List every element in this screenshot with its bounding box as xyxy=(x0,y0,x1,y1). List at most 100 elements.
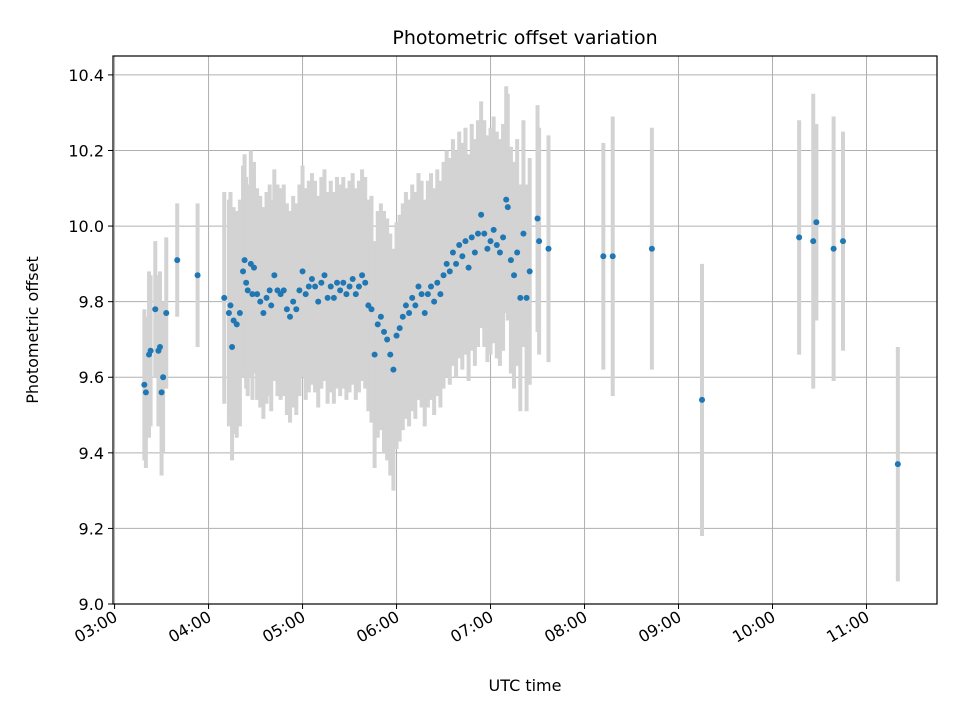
data-point xyxy=(468,234,475,241)
data-point xyxy=(266,287,273,294)
data-point xyxy=(355,283,362,290)
data-point xyxy=(308,275,315,282)
y-axis-title: Photometric offset xyxy=(23,256,42,404)
data-point xyxy=(399,313,406,320)
data-point xyxy=(475,230,482,237)
data-point xyxy=(321,272,328,279)
data-point xyxy=(431,298,438,305)
data-point xyxy=(536,238,543,245)
data-point xyxy=(283,306,290,313)
y-axis: 9.0 9.2 9.4 9.6 9.8 10.0 10.2 10.4 xyxy=(68,66,113,614)
data-point xyxy=(244,287,251,294)
x-tick-label: 05:00 xyxy=(259,607,308,647)
data-point xyxy=(421,309,428,316)
data-point xyxy=(471,249,478,256)
data-point xyxy=(263,294,270,301)
data-point xyxy=(412,302,419,309)
data-point xyxy=(194,272,201,279)
data-point xyxy=(359,272,366,279)
data-point xyxy=(393,332,400,339)
data-point xyxy=(377,313,384,320)
data-point xyxy=(174,257,181,264)
data-point xyxy=(520,230,527,237)
data-point xyxy=(456,241,463,248)
data-point xyxy=(503,196,510,203)
data-point xyxy=(227,302,234,309)
data-point xyxy=(453,260,460,267)
data-point xyxy=(523,294,530,301)
y-tick-label: 10.2 xyxy=(68,141,104,160)
data-point xyxy=(443,260,450,267)
data-point xyxy=(371,351,378,358)
data-point xyxy=(449,249,456,256)
x-tick-label: 08:00 xyxy=(541,607,590,647)
data-point xyxy=(374,321,381,328)
data-point xyxy=(240,268,247,275)
data-point xyxy=(221,294,228,301)
data-point xyxy=(428,283,435,290)
y-tick-label: 9.8 xyxy=(79,293,104,312)
data-point xyxy=(406,309,413,316)
chart-title: Photometric offset variation xyxy=(392,27,657,49)
x-tick-label: 04:00 xyxy=(165,607,214,647)
data-point xyxy=(381,328,388,335)
data-point xyxy=(368,306,375,313)
y-tick-label: 10.4 xyxy=(68,66,104,85)
data-point xyxy=(507,257,514,264)
data-point xyxy=(396,325,403,332)
data-point xyxy=(796,234,803,241)
data-point xyxy=(500,234,507,241)
data-point xyxy=(465,264,472,271)
y-tick-label: 9.2 xyxy=(79,519,104,538)
data-point xyxy=(526,268,533,275)
x-tick-label: 07:00 xyxy=(447,607,496,647)
data-point xyxy=(147,347,154,354)
data-point xyxy=(243,279,250,286)
data-point xyxy=(830,245,837,252)
errorbars xyxy=(142,86,900,582)
data-point xyxy=(390,366,397,373)
data-point xyxy=(241,257,248,264)
data-point xyxy=(534,215,541,222)
data-point xyxy=(609,253,616,260)
data-point xyxy=(337,287,344,294)
data-point xyxy=(343,291,350,298)
data-point xyxy=(249,291,256,298)
data-point xyxy=(496,249,503,256)
data-point xyxy=(504,204,511,211)
y-tick-label: 9.6 xyxy=(79,368,104,387)
data-point xyxy=(840,238,847,245)
data-point xyxy=(236,309,243,316)
data-point xyxy=(346,283,353,290)
x-axis-title: UTC time xyxy=(489,676,562,695)
data-point xyxy=(402,302,409,309)
data-point xyxy=(271,272,278,279)
data-point xyxy=(229,344,236,351)
x-axis: 03:00 04:00 05:00 06:00 07:00 08:00 09:00 10:00… xyxy=(71,604,873,647)
data-point xyxy=(352,291,359,298)
data-point xyxy=(330,294,337,301)
data-point xyxy=(268,302,275,309)
data-point xyxy=(462,238,469,245)
data-point xyxy=(409,294,416,301)
x-tick-label: 06:00 xyxy=(353,607,402,647)
data-point xyxy=(305,283,312,290)
data-point xyxy=(152,306,159,313)
data-point xyxy=(163,309,170,316)
data-point xyxy=(434,279,441,286)
data-point xyxy=(362,279,369,286)
data-point xyxy=(648,245,655,252)
data-point xyxy=(142,389,149,396)
data-point xyxy=(302,291,309,298)
data-point xyxy=(233,321,240,328)
data-point xyxy=(257,298,264,305)
data-point xyxy=(280,287,287,294)
data-point xyxy=(437,291,444,298)
data-point xyxy=(440,272,447,279)
data-point xyxy=(315,298,322,305)
data-point xyxy=(481,230,488,237)
data-point xyxy=(493,241,500,248)
data-point xyxy=(424,291,431,298)
data-point xyxy=(160,374,167,381)
